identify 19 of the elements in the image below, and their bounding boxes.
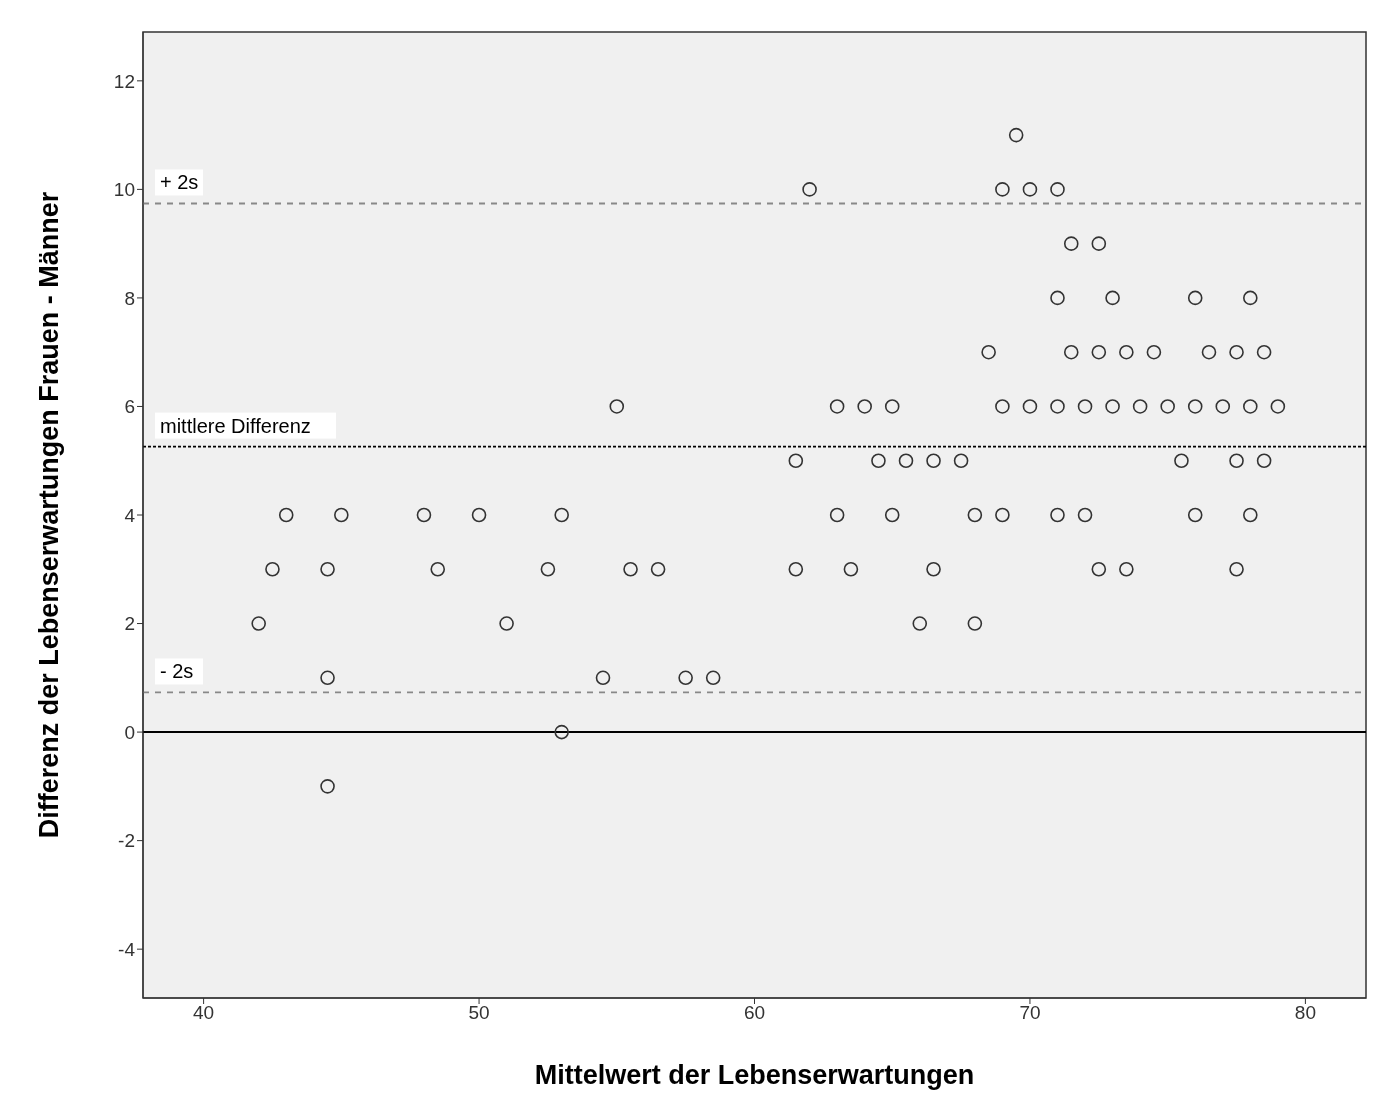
y-tick-label: 12 <box>113 70 135 92</box>
ref-line-label: - 2s <box>160 660 194 683</box>
y-tick-label: 2 <box>124 613 135 635</box>
y-tick-label: -4 <box>118 938 136 960</box>
y-tick-label: 0 <box>124 721 135 743</box>
x-tick-label: 60 <box>743 1002 766 1024</box>
y-tick-label: 8 <box>124 287 135 309</box>
x-tick-label: 40 <box>193 1002 215 1024</box>
x-tick-label: 70 <box>1019 1002 1041 1024</box>
y-axis-title: Differenz der Lebenserwartungen Frauen - Männer <box>33 191 64 839</box>
x-tick-label: 80 <box>1294 1002 1316 1024</box>
x-tick-label: 50 <box>468 1002 490 1024</box>
y-tick-label: 6 <box>124 396 135 418</box>
ref-line-label: mittlere Differenz <box>160 414 311 437</box>
ref-line-label: + 2s <box>160 171 199 194</box>
y-tick-label: 4 <box>124 504 136 526</box>
y-tick-label: 10 <box>113 179 135 201</box>
x-axis-title: Mittelwert der Lebenserwartungen <box>534 1060 975 1090</box>
y-tick-label: -2 <box>118 830 135 852</box>
